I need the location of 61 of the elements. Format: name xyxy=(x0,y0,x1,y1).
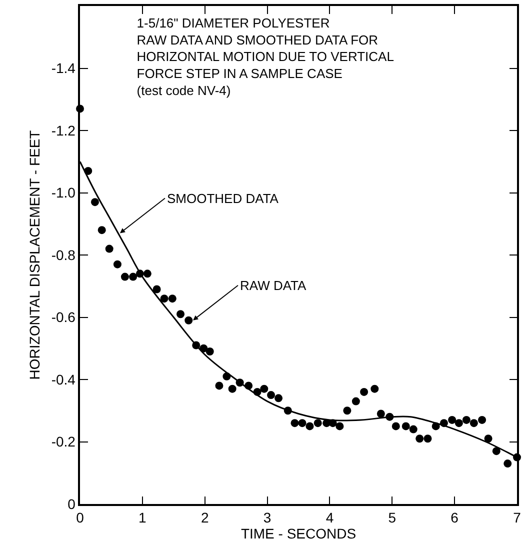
point xyxy=(478,416,486,424)
point xyxy=(484,434,492,443)
y-tick-label: -0.8 xyxy=(51,246,76,263)
y-tick-label: -0.4 xyxy=(51,371,76,388)
point xyxy=(298,419,306,428)
y-tick-label: -1.4 xyxy=(51,60,76,76)
point xyxy=(370,384,379,393)
point xyxy=(120,272,129,281)
y-tick-label: -0.2 xyxy=(51,434,76,450)
point xyxy=(360,388,368,396)
x-tick-label: 6 xyxy=(450,510,459,526)
point xyxy=(184,316,193,324)
point xyxy=(343,406,352,415)
point xyxy=(462,416,470,424)
point xyxy=(424,434,432,443)
annotation: RAW DATA xyxy=(240,278,307,293)
x-tick-label: 1 xyxy=(138,510,147,526)
point xyxy=(267,391,276,400)
point xyxy=(228,384,236,393)
point xyxy=(454,419,463,428)
point xyxy=(336,422,344,430)
point xyxy=(409,425,418,434)
point xyxy=(306,422,314,430)
y-axis-title: HORIZONTAL DISPLACEMENT - FEET xyxy=(26,130,42,380)
x-tick-label: 7 xyxy=(513,510,522,526)
y-tick-label: -1.0 xyxy=(51,184,76,201)
y-tick-label: -0.6 xyxy=(51,309,76,326)
y-tick-label: 0 xyxy=(68,496,76,512)
point xyxy=(160,294,168,303)
x-tick-label: 5 xyxy=(388,510,396,526)
point xyxy=(152,285,161,294)
point xyxy=(504,460,512,468)
point xyxy=(129,272,138,281)
point xyxy=(376,410,385,418)
point xyxy=(215,382,224,390)
point xyxy=(290,419,299,428)
x-axis-title: TIME - SECONDS xyxy=(240,526,356,542)
point xyxy=(105,244,114,253)
point xyxy=(260,384,268,393)
point xyxy=(470,419,478,428)
x-tick-label: 2 xyxy=(200,510,209,526)
point xyxy=(113,260,122,268)
annotation: SMOOTHED DATA xyxy=(167,191,279,206)
point xyxy=(206,347,214,356)
point xyxy=(402,422,410,430)
point xyxy=(90,198,99,206)
point xyxy=(392,422,400,430)
x-tick-label: 4 xyxy=(326,510,334,526)
y-tick-label: -1.2 xyxy=(51,122,76,138)
x-tick-label: 3 xyxy=(263,510,272,526)
point xyxy=(98,226,106,234)
point xyxy=(168,294,176,303)
point xyxy=(492,447,500,456)
text: 1-5/16" DIAMETER POLYESTER RAW DATA AND SMOOTHED DATA FOR HORIZONTAL MOTION DUE TO VERTICAL FORCE STEP IN A SAMPLE CASE (test code NV-4) xyxy=(136,15,394,98)
point xyxy=(143,270,152,278)
point xyxy=(176,310,185,318)
point xyxy=(274,394,283,402)
point xyxy=(314,419,322,428)
point xyxy=(448,416,456,424)
point xyxy=(416,434,424,443)
point xyxy=(352,397,360,406)
